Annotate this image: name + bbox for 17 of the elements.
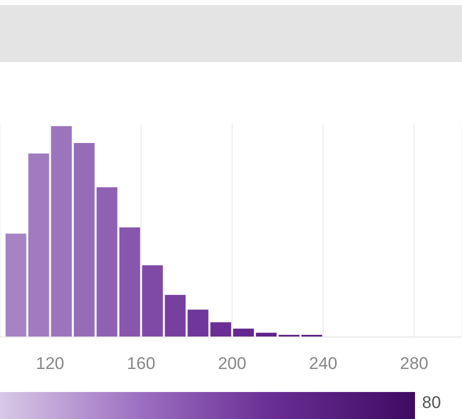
bar <box>164 294 186 337</box>
bar <box>96 187 118 337</box>
bar <box>233 328 254 337</box>
bar <box>119 227 140 337</box>
bar <box>6 234 26 337</box>
bar <box>28 154 50 337</box>
bar <box>210 322 232 337</box>
text: 80 <box>422 393 441 413</box>
bar <box>188 310 208 337</box>
x-tick-label: 280 <box>400 354 428 374</box>
x-tick-label: 200 <box>218 354 246 374</box>
x-tick-label: 120 <box>36 354 64 374</box>
x-tick-label: 160 <box>126 354 156 374</box>
bar <box>74 142 95 337</box>
x-tick-label: 240 <box>308 354 338 374</box>
bar <box>142 265 163 337</box>
bar <box>51 126 72 337</box>
